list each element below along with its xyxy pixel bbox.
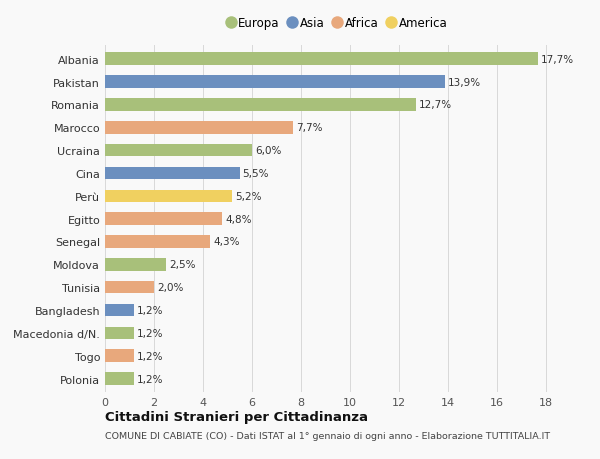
Bar — [105, 122, 293, 134]
Bar — [105, 327, 134, 340]
Text: 13,9%: 13,9% — [448, 78, 481, 87]
Bar — [105, 76, 445, 89]
Text: 17,7%: 17,7% — [541, 55, 574, 65]
Bar — [105, 145, 252, 157]
Bar — [105, 99, 416, 112]
Bar — [105, 304, 134, 317]
Bar — [105, 350, 134, 362]
Bar — [105, 167, 239, 180]
Text: COMUNE DI CABIATE (CO) - Dati ISTAT al 1° gennaio di ogni anno - Elaborazione TU: COMUNE DI CABIATE (CO) - Dati ISTAT al 1… — [105, 431, 550, 440]
Text: 7,7%: 7,7% — [296, 123, 323, 133]
Text: 1,2%: 1,2% — [137, 351, 164, 361]
Text: 4,3%: 4,3% — [213, 237, 239, 247]
Bar — [105, 53, 538, 66]
Bar — [105, 190, 232, 202]
Text: 12,7%: 12,7% — [419, 100, 452, 110]
Bar — [105, 373, 134, 385]
Text: 5,2%: 5,2% — [235, 191, 262, 202]
Bar — [105, 258, 166, 271]
Text: 1,2%: 1,2% — [137, 305, 164, 315]
Text: Cittadini Stranieri per Cittadinanza: Cittadini Stranieri per Cittadinanza — [105, 410, 368, 423]
Bar — [105, 236, 210, 248]
Text: 6,0%: 6,0% — [255, 146, 281, 156]
Legend: Europa, Asia, Africa, America: Europa, Asia, Africa, America — [228, 17, 447, 30]
Bar — [105, 213, 223, 225]
Bar — [105, 281, 154, 294]
Text: 5,5%: 5,5% — [242, 168, 269, 179]
Text: 2,0%: 2,0% — [157, 283, 183, 292]
Text: 2,5%: 2,5% — [169, 260, 196, 270]
Text: 4,8%: 4,8% — [226, 214, 252, 224]
Text: 1,2%: 1,2% — [137, 328, 164, 338]
Text: 1,2%: 1,2% — [137, 374, 164, 384]
